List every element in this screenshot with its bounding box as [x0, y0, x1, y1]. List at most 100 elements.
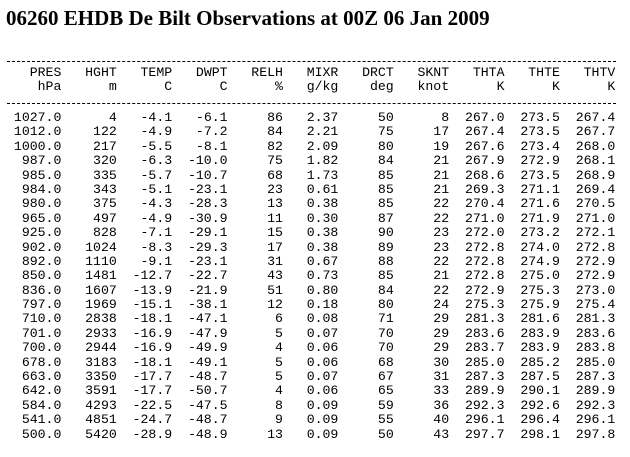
cell: 22: [433, 282, 450, 298]
cell: 0.61: [306, 181, 339, 197]
cell: 84: [267, 124, 283, 140]
cell: -5.1: [140, 181, 173, 197]
cell: 287.3: [464, 369, 505, 385]
cell: 86: [267, 110, 283, 125]
header-row: PRES HGHT TEMP DWPT RELH MIXR DRCT SKNT THTA THTE…: [6, 65, 616, 80]
cell: 275.0: [520, 268, 560, 284]
cell: 2.21: [306, 124, 339, 140]
cell: 268.1: [575, 153, 616, 169]
cell: 292.3: [464, 397, 505, 413]
cell: -7.2: [195, 124, 228, 140]
cell: 296.1: [464, 412, 505, 428]
cell: 642.0: [21, 383, 62, 399]
data-row: 700.0 2944 -16.9 -49.9 4 0.06 70 29 283.7 283.9 28…: [6, 340, 615, 356]
data-row: 850.0 1481 -12.7 -22.7 43 0.73 85 21 272.8 275.0 2…: [6, 268, 616, 284]
data-row: 1027.0 4 -4.1 -6.1 86 2.37 50 8 267.0 273.5 267.4: [6, 110, 615, 125]
cell: 85: [377, 196, 394, 212]
cell: 29: [433, 311, 450, 327]
cell: 297.8: [575, 426, 616, 442]
cell: 902.0: [21, 239, 62, 255]
cell: 70: [377, 340, 394, 356]
cell: -49.9: [187, 340, 228, 356]
data-row: 678.0 3183 -18.1 -49.1 5 0.06 68 30 285.0 285.2 28…: [6, 354, 615, 370]
table-body: 1027.0 4 -4.1 -6.1 86 2.37 50 8 267.0 273.5 267.4 1…: [6, 110, 616, 442]
cell: 292.6: [520, 397, 560, 413]
cell: 43: [433, 426, 450, 442]
cell: 82: [267, 138, 283, 154]
cell: PRES: [29, 65, 62, 80]
cell: 68: [377, 354, 394, 370]
cell: 70: [377, 325, 394, 341]
cell: hPa: [37, 79, 62, 95]
cell: 297.7: [464, 426, 505, 442]
cell: -30.9: [187, 210, 228, 226]
cell: 267.6: [464, 138, 505, 154]
cell: 21: [433, 268, 450, 284]
cell: 4: [108, 110, 117, 125]
cell: 283.9: [520, 340, 560, 356]
cell: 797.0: [21, 297, 62, 313]
rule: [7, 61, 616, 62]
cell: 290.1: [520, 383, 560, 399]
cell: 22: [433, 210, 450, 226]
cell: 85: [377, 268, 394, 284]
cell: -48.9: [187, 426, 228, 442]
cell: 0.38: [306, 225, 339, 241]
cell: 281.3: [575, 311, 616, 327]
cell: 663.0: [21, 369, 62, 385]
cell: 275.9: [520, 297, 560, 313]
cell: 55: [377, 412, 394, 428]
cell: 272.9: [575, 268, 616, 284]
cell: -5.5: [140, 138, 173, 154]
cell: 1.82: [306, 153, 339, 169]
cell: 33: [433, 383, 450, 399]
cell: 89: [377, 239, 394, 255]
cell: 4293: [85, 397, 117, 413]
cell: 273.5: [520, 110, 560, 125]
cell: 3350: [85, 369, 117, 385]
cell: 2944: [85, 340, 117, 356]
cell: C: [164, 79, 173, 95]
cell: -28.3: [187, 196, 228, 212]
data-row: 797.0 1969 -15.1 -38.1 12 0.18 80 24 275.3 275.9 2…: [6, 297, 615, 313]
data-row: 701.0 2933 -16.9 -47.9 5 0.07 70 29 283.6 283.9 28…: [6, 325, 615, 341]
cell: 23: [267, 181, 283, 197]
cell: 271.0: [464, 210, 505, 226]
cell: 0.73: [306, 268, 339, 284]
header-row: hPa m C C% g/kg deg knot K K K: [6, 79, 616, 95]
cell: 269.3: [464, 181, 505, 197]
cell: 1027.0: [13, 110, 62, 125]
cell: 0.09: [306, 412, 339, 428]
cell: 298.1: [520, 426, 560, 442]
cell: 75: [377, 124, 394, 140]
cell: 270.4: [464, 196, 505, 212]
cell: 267.7: [575, 124, 616, 140]
data-row: 541.0 4851 -24.7 -48.7 9 0.09 55 40 296.1 296.4 29…: [6, 412, 615, 428]
cell: 268.9: [575, 167, 616, 183]
cell: 1969: [85, 297, 117, 313]
data-row: 584.0 4293 -22.5 -47.5 8 0.09 59 36 292.3 292.6 29…: [6, 397, 615, 413]
cell: 375: [93, 196, 117, 212]
cell: 13: [267, 196, 283, 212]
cell: 5420: [85, 426, 117, 442]
cell: -23.1: [187, 181, 228, 197]
cell: 268.0: [575, 138, 616, 154]
cell: 80: [377, 138, 394, 154]
cell: 36: [433, 397, 450, 413]
cell: -4.3: [140, 196, 173, 212]
cell: -4.9: [140, 210, 173, 226]
cell: 17: [433, 124, 450, 140]
cell: -29.3: [187, 239, 228, 255]
cell: -5.7: [140, 167, 173, 183]
cell: THTV: [583, 65, 616, 80]
cell: 0.07: [306, 369, 339, 385]
cell: 85: [377, 167, 394, 183]
cell: 0.07: [306, 325, 339, 341]
cell: 270.5: [575, 196, 616, 212]
cell: -13.9: [132, 282, 173, 298]
cell: 8: [441, 110, 450, 125]
cell: -47.1: [187, 311, 228, 327]
cell: 701.0: [21, 325, 62, 341]
cell: 987.0: [21, 153, 62, 169]
cell: 273.4: [520, 138, 560, 154]
